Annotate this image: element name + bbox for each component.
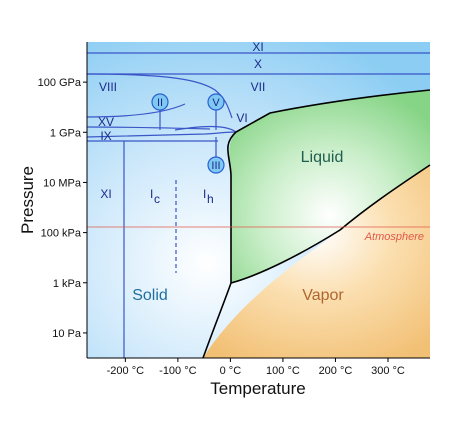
phase-boundaries <box>86 52 430 358</box>
boundary-ii-iii <box>86 131 237 138</box>
triple-point-iii: III <box>207 156 225 174</box>
boundary-vi <box>174 125 237 133</box>
atmosphere-label: Atmosphere <box>364 231 424 243</box>
svg-text:I: I <box>150 187 153 201</box>
svg-text:c: c <box>154 192 160 206</box>
solid-vapor-boundary <box>202 282 232 359</box>
phase-label-xi-top: XI <box>252 40 263 54</box>
vapor-label: Vapor <box>302 287 344 304</box>
phase-label-vii: VII <box>251 80 266 94</box>
y-tick-label: 10 Pa <box>52 328 82 340</box>
y-ticks: 10 Pa 1 kPa 100 kPa 10 MPa 1 GPa 100 GPa <box>38 77 87 340</box>
solid-label: Solid <box>132 287 168 304</box>
y-axis-title: Pressure <box>18 166 37 234</box>
liquid-region <box>229 90 430 283</box>
phase-label-viii: VIII <box>99 80 117 94</box>
liquid-vapor-boundary <box>230 164 431 284</box>
phase-label-ix: IX <box>100 129 111 143</box>
y-tick-label: 1 kPa <box>53 278 82 290</box>
x-tick-label: -100 °C <box>159 365 196 377</box>
y-tick-label: 100 kPa <box>41 228 82 240</box>
x-axis-title: Temperature <box>210 379 305 398</box>
x-tick-label: -200 °C <box>107 365 144 377</box>
boundary-xv <box>86 126 211 130</box>
phase-label-xi-low: XI <box>100 187 111 201</box>
phase-label-ic: I c <box>150 187 160 206</box>
y-tick-label: 10 MPa <box>43 177 82 189</box>
main-boundaries <box>202 89 431 359</box>
phase-label-vi: VI <box>236 111 247 125</box>
y-tick-label: 1 GPa <box>50 127 82 139</box>
boundary-viii-ii <box>86 103 186 118</box>
svg-text:III: III <box>211 160 220 172</box>
x-tick-label: 200 °C <box>319 365 353 377</box>
svg-text:V: V <box>212 97 220 109</box>
phase-label-xv: XV <box>98 115 114 129</box>
liquid-label: Liquid <box>301 149 344 166</box>
y-tick-label: 100 GPa <box>38 77 82 89</box>
x-tick-label: 300 °C <box>371 365 405 377</box>
x-tick-label: 0 °C <box>220 365 242 377</box>
x-ticks: -200 °C -100 °C 0 °C 100 °C 200 °C 300 °C <box>107 358 405 377</box>
phase-label-x: X <box>254 57 262 71</box>
x-tick-label: 100 °C <box>266 365 300 377</box>
boundary-viii-vii <box>86 73 233 119</box>
vapor-region <box>203 165 430 358</box>
svg-text:h: h <box>207 192 214 206</box>
svg-text:II: II <box>157 97 163 109</box>
svg-text:I: I <box>203 187 206 201</box>
triple-point-ii: II <box>151 93 169 111</box>
triple-point-v: V <box>207 93 225 111</box>
solid-liquid-boundary <box>227 89 431 283</box>
phase-label-ih: I h <box>203 187 214 206</box>
